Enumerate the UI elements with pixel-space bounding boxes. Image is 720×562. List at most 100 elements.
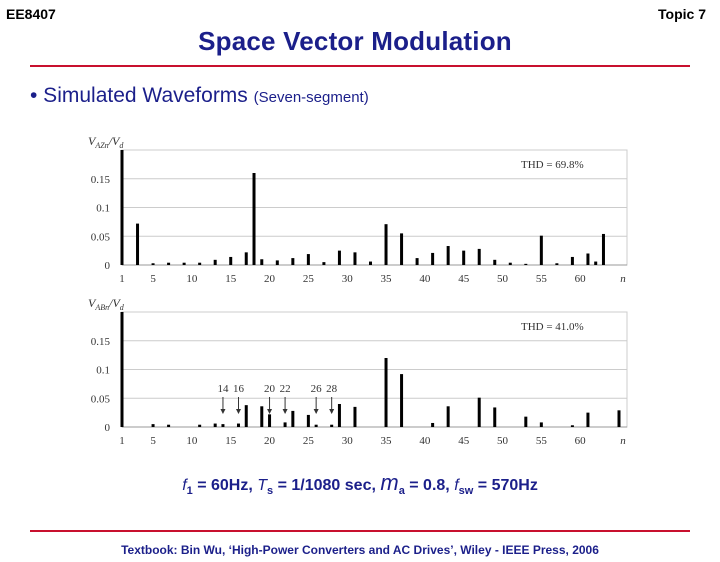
panel2-bar-h35: [384, 358, 388, 427]
panel1-y-axis-label-part: V: [88, 134, 97, 148]
panel2-bar-h22: [283, 422, 287, 427]
panel1-bar-h17: [244, 252, 248, 265]
panel2-bar-h53: [524, 416, 528, 427]
panel1-bar-h63: [601, 233, 605, 265]
panel1-thd-label: THD = 69.8%: [521, 159, 584, 171]
panel1-bar-h47: [477, 248, 481, 265]
panel1-x-tick-label: 55: [536, 273, 548, 285]
panel2-bar-h43: [446, 406, 450, 427]
panel1-y-axis-label-part: /V: [108, 134, 121, 148]
panel2-bar-h49: [493, 407, 497, 427]
panel1-bar-h39: [415, 258, 419, 265]
panel1-y-tick-label: 0.15: [91, 174, 111, 186]
fsw-subscript: sw: [458, 485, 474, 498]
panel2-bar-h17: [244, 405, 248, 427]
panel1-y-axis-label: VAZn/Vd: [88, 134, 124, 150]
ts-value: = 1/1080 sec,: [273, 477, 381, 494]
panel2-annotation-arrowhead: [313, 409, 319, 414]
panel2-thd-label: THD = 41.0%: [521, 321, 584, 333]
panel2-y-axis-label-part: ABn: [94, 303, 109, 312]
panel2-annotation-arrowhead: [329, 409, 335, 414]
panel1-bar-h7: [167, 262, 171, 265]
panel2-bar-h59: [570, 425, 574, 427]
panel1-x-axis-label: n: [620, 273, 626, 285]
panel1-bar-h49: [493, 259, 497, 265]
panel2-annotation-arrowhead: [235, 409, 241, 414]
panel1-bar-h33: [369, 261, 372, 265]
panel1-bar-h61: [586, 253, 590, 265]
panel2-x-tick-label: 40: [419, 435, 431, 447]
ma-symbol: m: [380, 470, 399, 495]
panel2-bar-h20: [268, 414, 272, 427]
panel1-bar-h57: [555, 263, 559, 265]
panel2-bar-h41: [431, 422, 435, 427]
panel1-bar-h13: [213, 259, 217, 265]
panel1-x-tick-label: 25: [303, 273, 315, 285]
panel1-y-tick-label: 0.1: [96, 203, 110, 215]
f1-symbol: f: [182, 477, 187, 494]
panel2-y-axis-label: VABn/Vd: [88, 296, 125, 312]
panel1-bar-h23: [291, 258, 295, 265]
panel1-x-tick-label: 45: [458, 273, 470, 285]
panel2-bar-h55: [539, 422, 543, 427]
simulation-parameters: f1 = 60Hz, Ts = 1/1080 sec, ma = 0.8, fs…: [0, 470, 720, 497]
panel2-x-tick-label: 55: [536, 435, 548, 447]
panel1-bar-h37: [400, 233, 404, 265]
panel1-bar-h55: [539, 235, 543, 265]
panel2-annotation-label: 16: [233, 383, 245, 395]
ts-subscript: s: [267, 485, 274, 498]
panel1-y-tick-label: 0: [105, 260, 111, 272]
panel2-bar-h65: [617, 410, 621, 427]
panel2-annotation-arrowhead: [282, 409, 288, 414]
panel2-x-tick-label: 10: [186, 435, 198, 447]
ts-symbol: T: [257, 477, 268, 494]
textbook-reference: Textbook: Bin Wu, ‘High-Power Converters…: [121, 543, 599, 557]
slide-title-text: Space Vector Modulation: [198, 26, 512, 56]
panel1-bar-h35: [384, 224, 388, 265]
footer-divider: [30, 530, 690, 532]
panel2-x-tick-label: 50: [497, 435, 509, 447]
panel1-x-tick-label: 35: [381, 273, 393, 285]
panel1-x-tick-label: 60: [575, 273, 587, 285]
panel2-bar-h23: [291, 410, 295, 427]
panel1-bar-h53: [524, 263, 528, 265]
panel2-bar-h61: [586, 412, 590, 427]
panel2-bar-h47: [477, 397, 481, 427]
panel2-bar-h11: [198, 424, 202, 427]
panel2-x-tick-label: 60: [575, 435, 587, 447]
panel1-bar-h1: [120, 150, 124, 265]
panel2-bar-h1: [120, 312, 124, 427]
panel1-y-tick-label: 0.05: [91, 231, 111, 243]
panel2-y-axis-label-part: d: [120, 303, 125, 312]
panel2-y-axis-label-part: V: [88, 296, 97, 310]
title-divider: [30, 65, 690, 67]
panel2-x-tick-label: 5: [150, 435, 156, 447]
panel1-bar-h11: [198, 262, 202, 265]
panel1-bar-h15: [229, 256, 233, 265]
panel2-y-tick-label: 0.1: [96, 365, 110, 377]
panel2-annotation-label: 28: [326, 383, 338, 395]
panel2-x-tick-label: 25: [303, 435, 315, 447]
panel1-x-tick-label: 1: [119, 273, 125, 285]
panel1-bar-h25: [306, 254, 310, 265]
panel2-bar-h16: [236, 423, 240, 427]
panel2-bar-h19: [260, 406, 264, 427]
panel1-bar-h21: [275, 260, 279, 265]
panel2-bar-h13: [213, 423, 217, 427]
panel2-bar-h25: [306, 414, 310, 427]
bullet-text: • Simulated Waveforms: [30, 84, 248, 107]
panel1-bar-h43: [446, 246, 450, 265]
panel2-annotation-label: 26: [311, 383, 323, 395]
topic-number: Topic 7: [658, 6, 706, 22]
panel1-bar-h9: [182, 262, 186, 265]
panel1-x-tick-label: 10: [186, 273, 198, 285]
panel1-bar-h45: [462, 250, 466, 265]
panel1-x-tick-label: 15: [225, 273, 237, 285]
panel2-annotation-label: 20: [264, 383, 276, 395]
f1-subscript: 1: [186, 485, 193, 498]
bullet-subtext: (Seven-segment): [253, 89, 369, 106]
panel1-x-tick-label: 5: [150, 273, 156, 285]
panel1-x-tick-label: 40: [419, 273, 431, 285]
panel1-bar-h62: [594, 261, 598, 265]
panel1-bar-h51: [508, 262, 512, 265]
